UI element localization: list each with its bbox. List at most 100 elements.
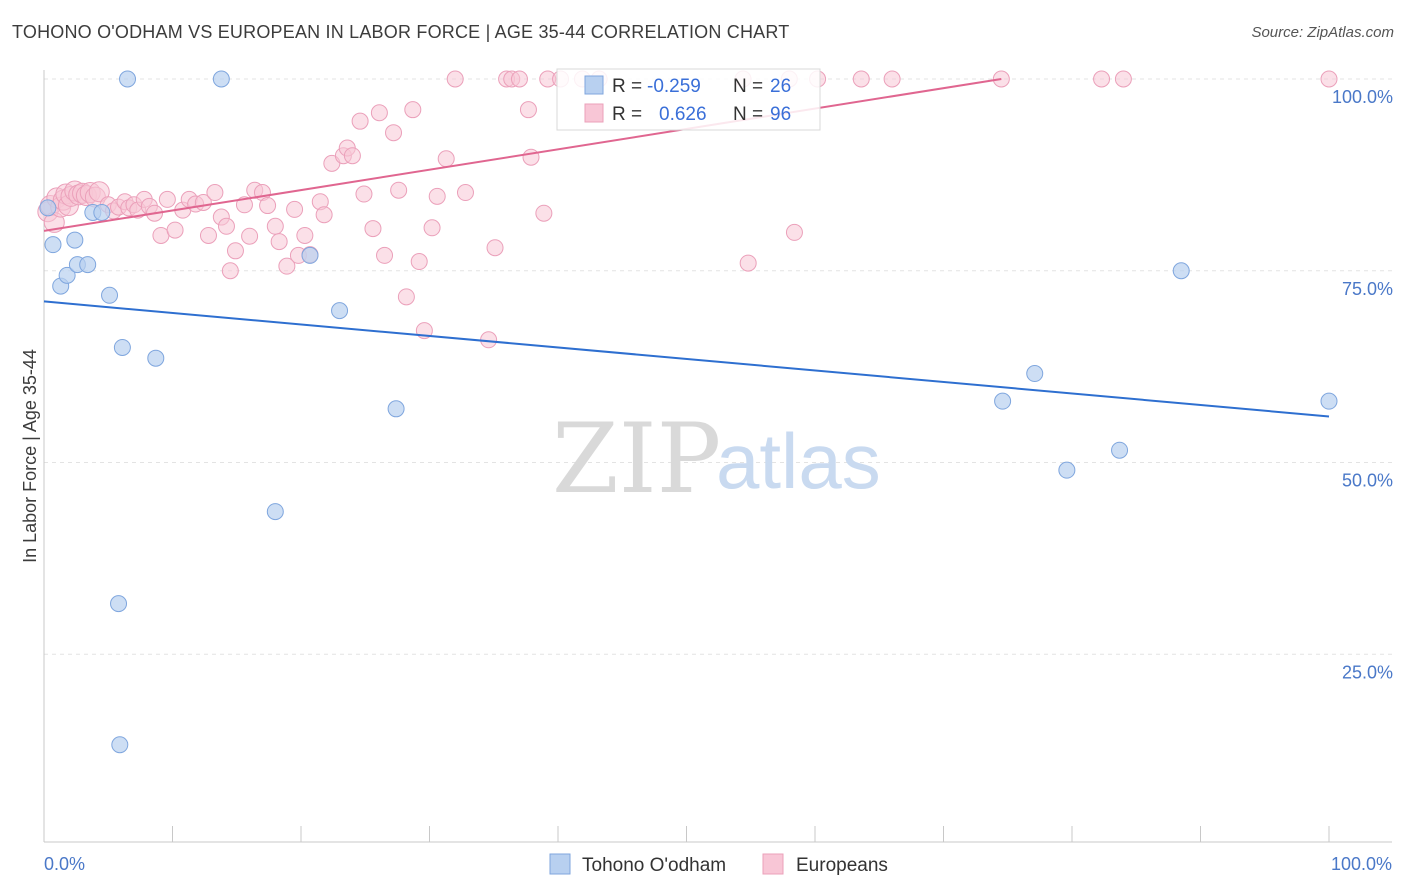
tohono-point: [110, 595, 128, 613]
europeans-point: [241, 227, 259, 245]
tohono-point: [994, 392, 1012, 410]
europeans-point: [217, 217, 235, 235]
bottom-legend-label-europeans: Europeans: [796, 855, 888, 876]
bottom-legend-swatch-tohono: [549, 853, 571, 875]
europeans-point: [235, 196, 253, 214]
legend-n-value-europeans: 96: [770, 104, 791, 125]
series-legend: Tohono O'odham Europeans: [549, 853, 888, 876]
bottom-legend-swatch-europeans: [762, 853, 784, 875]
grid-lines: [44, 78, 1392, 655]
chart-title: TOHONO O'ODHAM VS EUROPEAN IN LABOR FORC…: [12, 22, 790, 42]
legend-r-value-tohono: -0.259: [647, 76, 701, 97]
europeans-trend-line: [43, 78, 1002, 232]
europeans-point: [88, 181, 110, 203]
europeans-point: [883, 70, 901, 88]
legend-r-label-tohono: R =: [612, 76, 642, 97]
y-tick-labels: 25.0% 50.0% 75.0% 100.0%: [1332, 87, 1393, 682]
europeans-point: [404, 101, 422, 119]
europeans-point: [423, 219, 441, 237]
y-tick-label: 25.0%: [1342, 662, 1393, 682]
tohono-points: [39, 70, 1338, 754]
europeans-point: [397, 288, 415, 306]
tohono-point: [1058, 461, 1076, 479]
europeans-point: [286, 200, 304, 218]
europeans-point: [446, 70, 464, 88]
y-axis-label: In Labor Force | Age 35-44: [20, 349, 40, 563]
tohono-point: [212, 70, 230, 88]
europeans-point: [270, 233, 288, 251]
tohono-point: [111, 736, 129, 754]
y-tick-label: 50.0%: [1342, 471, 1393, 491]
europeans-point: [226, 242, 244, 260]
europeans-point: [385, 124, 403, 142]
europeans-point: [351, 112, 369, 130]
europeans-point: [535, 204, 553, 222]
legend-r-label-europeans: R =: [612, 104, 642, 125]
europeans-point: [510, 70, 528, 88]
europeans-point: [166, 221, 184, 239]
europeans-point: [355, 185, 373, 203]
legend-n-value-tohono: 26: [770, 76, 791, 97]
legend-r-value-europeans: 0.626: [659, 104, 707, 125]
source-credit: Source: ZipAtlas.com: [1251, 24, 1394, 41]
tohono-point: [39, 199, 57, 217]
europeans-point: [1093, 70, 1111, 88]
watermark-zip: ZIP: [552, 403, 721, 515]
europeans-point: [370, 104, 388, 122]
europeans-point: [437, 150, 455, 168]
europeans-point: [456, 184, 474, 202]
europeans-point: [739, 254, 757, 272]
tohono-point: [119, 70, 137, 88]
europeans-point: [259, 197, 277, 215]
tohono-point: [1026, 365, 1044, 383]
watermark-atlas: atlas: [716, 417, 881, 505]
legend-n-label-tohono: N =: [733, 76, 763, 97]
tohono-point: [301, 246, 319, 264]
europeans-point: [852, 70, 870, 88]
europeans-points: [37, 70, 1338, 349]
y-tick-label: 75.0%: [1342, 279, 1393, 299]
europeans-point: [364, 220, 382, 238]
europeans-point: [486, 239, 504, 257]
europeans-point: [221, 262, 239, 280]
tohono-point: [1111, 441, 1129, 459]
tohono-point: [266, 503, 284, 521]
europeans-point: [343, 147, 361, 165]
tohono-trend-line: [43, 300, 1330, 418]
europeans-point: [410, 253, 428, 271]
legend-swatch-tohono: [584, 75, 604, 95]
x-axis-ticks: [43, 826, 1330, 842]
europeans-point: [158, 190, 176, 208]
europeans-point: [1114, 70, 1132, 88]
europeans-point: [152, 226, 170, 244]
europeans-point: [376, 246, 394, 264]
europeans-point: [278, 257, 296, 275]
legend-n-label-europeans: N =: [733, 104, 763, 125]
tohono-point: [44, 236, 62, 254]
tohono-point: [66, 231, 84, 249]
bottom-legend-label-tohono: Tohono O'odham: [582, 855, 726, 876]
x-tick-label-min: 0.0%: [44, 854, 85, 874]
tohono-point: [1320, 392, 1338, 410]
tohono-point: [101, 286, 119, 304]
europeans-point: [522, 148, 540, 166]
tohono-point: [79, 256, 97, 274]
x-tick-label-max: 100.0%: [1331, 854, 1392, 874]
europeans-point: [785, 223, 803, 241]
stats-legend: R = -0.259 N = 26 R = 0.626 N = 96: [556, 68, 821, 131]
europeans-point: [206, 184, 224, 202]
tohono-point: [387, 400, 405, 418]
tohono-point: [93, 203, 111, 221]
europeans-point: [199, 226, 217, 244]
tohono-point: [1172, 262, 1190, 280]
tohono-point: [147, 349, 165, 367]
europeans-point: [390, 181, 408, 199]
tohono-point: [58, 266, 76, 284]
europeans-point: [266, 217, 284, 235]
europeans-point: [428, 187, 446, 205]
y-tick-label: 100.0%: [1332, 87, 1393, 107]
europeans-point: [1320, 70, 1338, 88]
tohono-point: [113, 338, 131, 356]
legend-swatch-europeans: [584, 103, 604, 123]
